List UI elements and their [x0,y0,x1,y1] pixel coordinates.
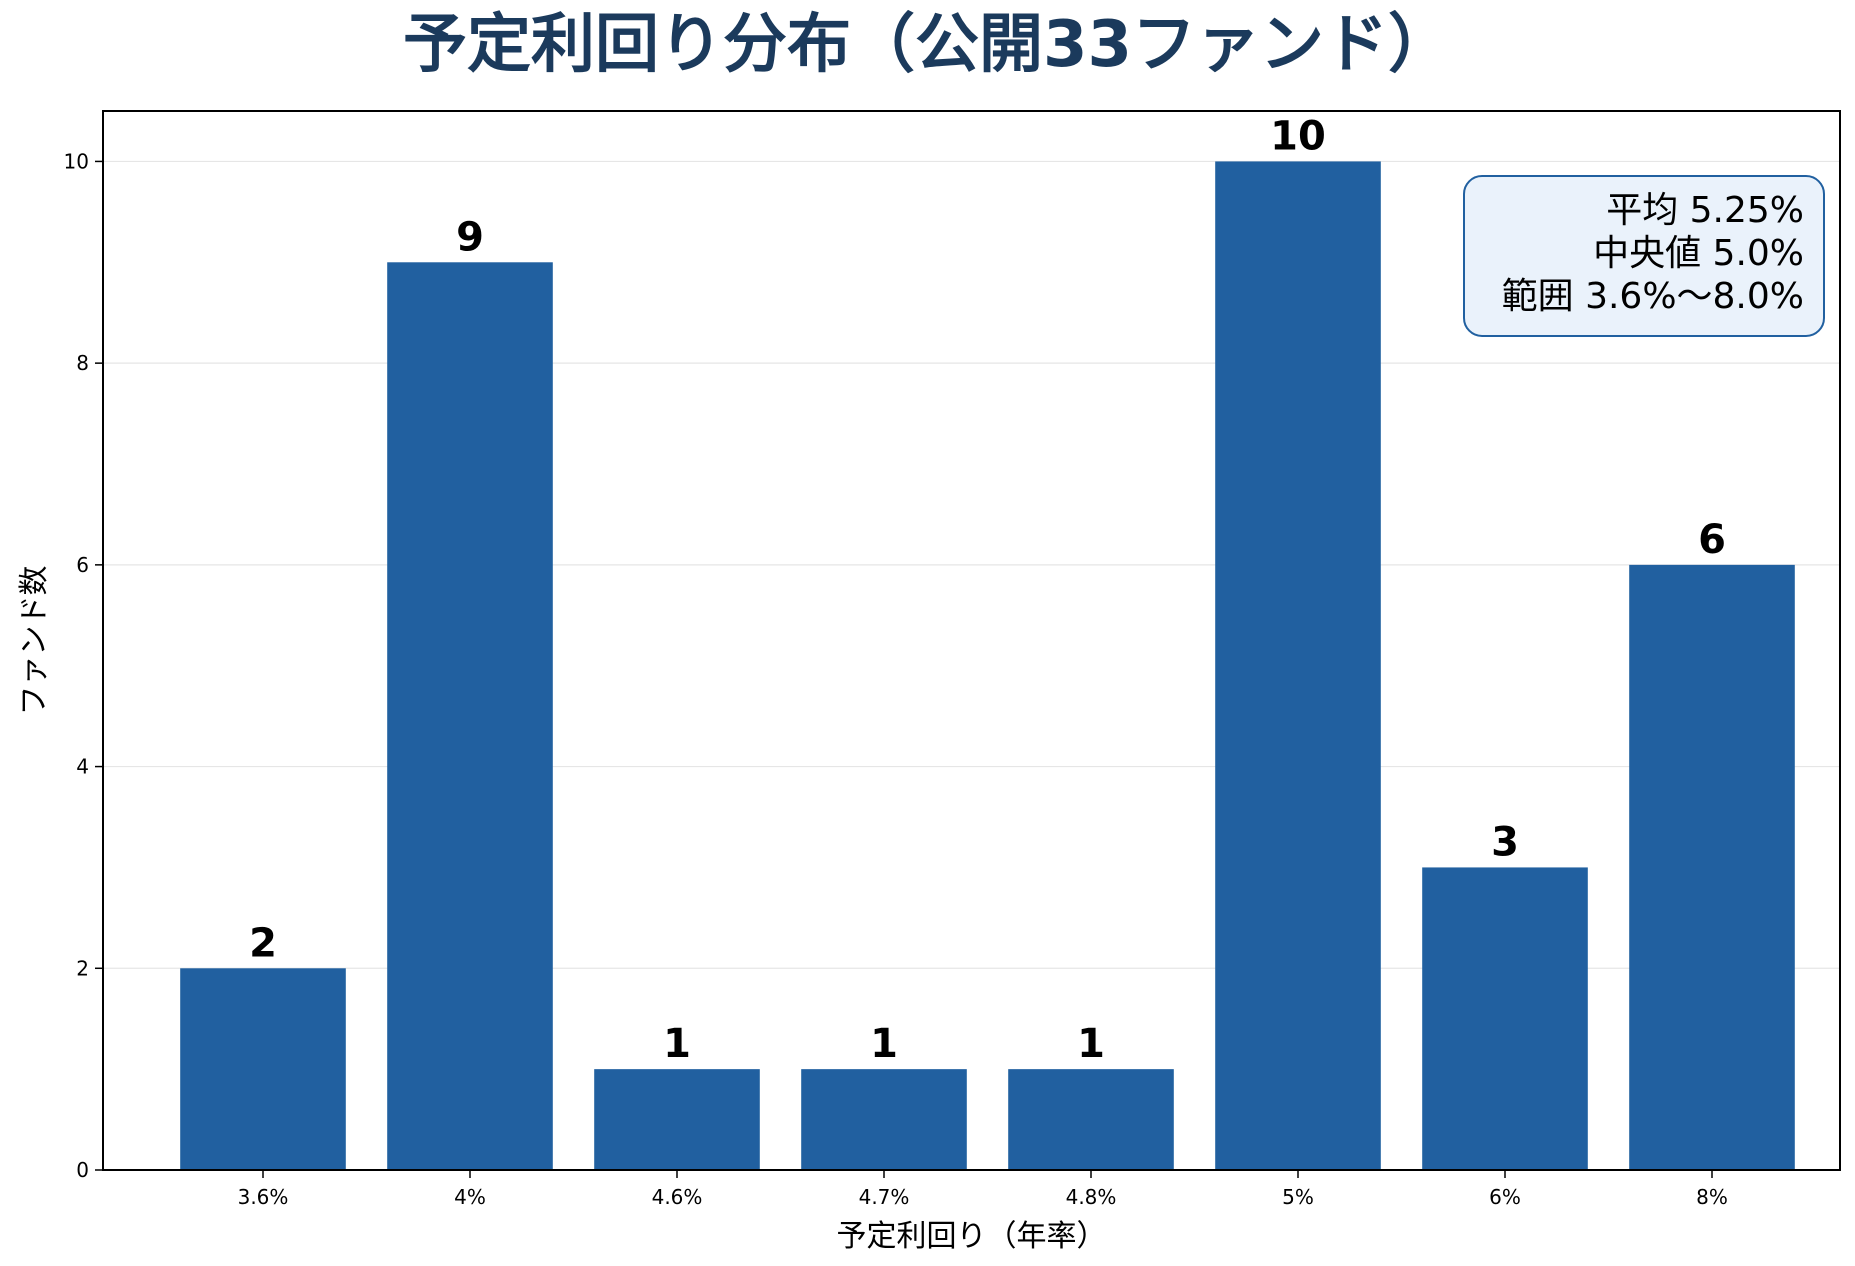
x-tick-label: 4.8% [1066,1185,1117,1209]
bar-value-label: 10 [1270,113,1326,159]
y-axis-ticks: 0 2 4 6 8 10 [64,149,103,1182]
bar [594,1069,760,1170]
y-tick-label: 2 [76,956,89,980]
y-tick-label: 6 [76,553,89,577]
bar-value-label: 1 [1077,1021,1105,1067]
bar [1422,867,1588,1170]
y-tick-label: 0 [76,1158,89,1182]
bar-value-label: 1 [870,1021,898,1067]
bar [180,968,346,1170]
stats-box-background [1463,175,1825,337]
x-axis-ticks: 3.6% 4% 4.6% 4.7% 4.8% 5% 6% 8% [238,1170,1728,1209]
bar-value-label: 6 [1698,517,1726,563]
bar [1008,1069,1174,1170]
stats-median: 中央値 5.0% [1593,233,1804,274]
x-tick-label: 3.6% [238,1185,289,1209]
bar-value-label: 9 [456,214,484,260]
stats-mean: 平均 5.25% [1606,190,1804,231]
bar-value-label: 2 [249,920,277,966]
bar-value-label: 3 [1491,819,1519,865]
bar [1629,564,1795,1170]
x-tick-label: 8% [1696,1185,1728,1209]
bars [180,161,1795,1170]
y-tick-label: 8 [76,351,89,375]
stats-range: 範囲 3.6%〜8.0% [1502,276,1804,317]
x-tick-label: 4% [454,1185,486,1209]
x-tick-label: 4.6% [652,1185,703,1209]
x-tick-label: 5% [1282,1185,1314,1209]
bar-value-label: 1 [663,1021,691,1067]
bar [801,1069,967,1170]
stats-box: 平均 5.25% 中央値 5.0% 範囲 3.6%〜8.0% [1463,175,1825,337]
x-axis-label: 予定利回り（年率） [837,1219,1107,1254]
x-tick-label: 6% [1489,1185,1521,1209]
bar [387,262,553,1170]
chart-title: 予定利回り分布（公開33ファンド） [402,8,1453,82]
plot-frame [102,110,1841,1171]
value-labels: 2 9 1 1 1 10 3 6 [249,113,1726,1067]
y-tick-label: 4 [76,755,89,779]
y-axis-label: ファンド数 [17,566,52,716]
y-tick-label: 10 [64,149,89,173]
x-tick-label: 4.7% [859,1185,910,1209]
bar [1215,161,1381,1170]
